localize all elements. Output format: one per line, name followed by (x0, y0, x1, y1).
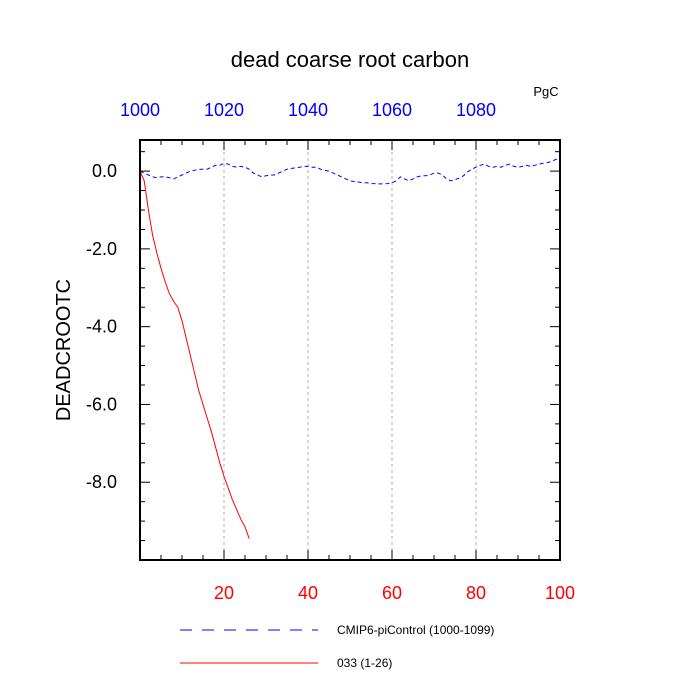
grid-lines (223, 140, 477, 560)
x-tick-label: 40 (298, 583, 318, 603)
legend: CMIP6-piControl (1000-1099) 033 (1-26) (180, 623, 494, 670)
x-tick-label: 60 (382, 583, 402, 603)
y-axis-label: DEADCROOTC (53, 279, 75, 421)
top-x-tick-label: 1020 (204, 100, 244, 120)
legend-label: 033 (1-26) (337, 656, 392, 670)
top-x-tick-label: 1080 (456, 100, 496, 120)
series-line-picontrol (139, 157, 561, 185)
x-tick-label: 20 (214, 583, 234, 603)
units-label: PgC (533, 84, 558, 99)
x-tick-label: 100 (545, 583, 575, 603)
top-x-tick-label: 1000 (120, 100, 160, 120)
top-x-tick-label: 1040 (288, 100, 328, 120)
y-tick-label: -2.0 (86, 239, 117, 259)
y-tick-label: -4.0 (86, 317, 117, 337)
legend-label: CMIP6-piControl (1000-1099) (337, 623, 494, 637)
x-tick-label: 80 (466, 583, 486, 603)
chart-title: dead coarse root carbon (231, 47, 470, 72)
top-x-tick-label: 1060 (372, 100, 412, 120)
y-tick-label: -6.0 (86, 394, 117, 414)
series-line-033 (139, 170, 250, 539)
series-group (139, 157, 561, 539)
y-tick-label: 0.0 (92, 161, 117, 181)
y-tick-label: -8.0 (86, 472, 117, 492)
axes-group: 20 40 60 80 100 1000 1020 1040 1060 1080 0.0 -2.0 -4… (86, 100, 575, 603)
plot-frame (139, 139, 561, 561)
